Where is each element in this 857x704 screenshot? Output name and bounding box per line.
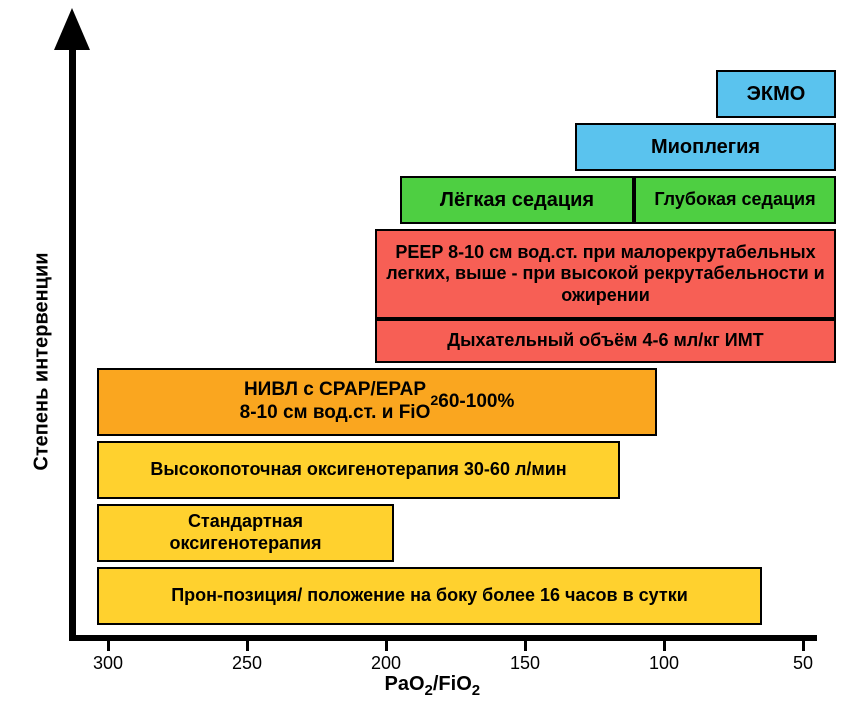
bar-deep-sedation: Глубокая седация <box>634 176 836 224</box>
x-axis-tick <box>802 641 805 651</box>
bar-ecmo: ЭКМО <box>716 70 836 118</box>
x-axis-tick-label: 150 <box>495 653 555 674</box>
bar-prone: Прон-позиция/ положение на боку более 16… <box>97 567 762 625</box>
x-axis-tick <box>524 641 527 651</box>
bar-myoplegia: Миоплегия <box>575 123 836 171</box>
x-axis-tick-label: 200 <box>356 653 416 674</box>
x-axis-tick-label: 50 <box>773 653 833 674</box>
x-axis-label: PaO2/FiO2 <box>385 673 481 699</box>
y-axis-arrowhead-icon <box>54 8 90 50</box>
y-axis-label: Степень интервенции <box>31 171 54 551</box>
bar-light-sedation: Лёгкая седация <box>400 176 634 224</box>
bar-niv: НИВЛ с CPAP/EPAP8-10 см вод.ст. и FiO2 6… <box>97 368 657 436</box>
x-axis-tick-label: 100 <box>634 653 694 674</box>
bar-tidal-volume: Дыхательный объём 4-6 мл/кг ИМТ <box>375 319 836 363</box>
bar-standard-oxygen: Стандартнаяоксигенотерапия <box>97 504 394 562</box>
bar-peep: PEEP 8-10 см вод.ст. при малорекрутабель… <box>375 229 836 319</box>
x-axis-tick <box>385 641 388 651</box>
x-axis-tick-label: 300 <box>78 653 138 674</box>
bar-high-flow: Высокопоточная оксигенотерапия 30-60 л/м… <box>97 441 620 499</box>
x-axis-tick-label: 250 <box>217 653 277 674</box>
y-axis-line <box>69 48 76 641</box>
x-axis-tick <box>663 641 666 651</box>
x-axis-tick <box>246 641 249 651</box>
chart-container: Степень интервенции PaO2/FiO2 300 250 200 1… <box>0 0 857 704</box>
x-axis-tick <box>107 641 110 651</box>
x-axis-line <box>69 635 818 641</box>
